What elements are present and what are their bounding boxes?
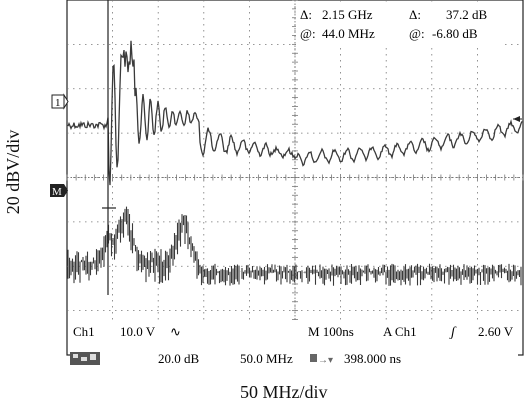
math-marker[interactable]: M: [50, 184, 68, 198]
volts-per-div: 10.0 V: [120, 324, 156, 339]
trigger-source: A Ch1: [383, 324, 417, 339]
coupling-icon: ∿: [170, 324, 181, 339]
fft-spectrum-trace: [67, 206, 522, 286]
cursor-time-icon: →▾: [310, 354, 333, 366]
svg-text:Δ:: Δ:: [300, 7, 312, 22]
svg-text:2.15 GHz: 2.15 GHz: [322, 7, 373, 22]
math-span: 50.0 MHz: [240, 351, 293, 366]
svg-text:→▾: →▾: [318, 355, 333, 366]
cursor-readout: Δ: 2.15 GHz Δ: 37.2 dB @: 44.0 MHz @: -6…: [296, 2, 504, 46]
math-icon: [70, 352, 100, 365]
channel1-marker[interactable]: 1: [51, 93, 69, 110]
timebase-readout: M 100ns: [308, 324, 354, 339]
svg-text:@:: @:: [409, 26, 425, 41]
math-scale: 20.0 dB: [158, 351, 200, 366]
x-axis-label: 50 MHz/div: [240, 382, 328, 402]
svg-text:-6.80 dB: -6.80 dB: [432, 26, 478, 41]
svg-text:37.2 dB: 37.2 dB: [446, 7, 488, 22]
trigger-slope-icon: ʃ: [449, 325, 457, 340]
svg-text:Δ:: Δ:: [409, 7, 421, 22]
cursor-time: 398.000 ns: [344, 351, 401, 366]
svg-text:1: 1: [55, 97, 61, 109]
y-axis-label: 20 dBV/div: [3, 129, 23, 215]
trigger-level: 2.60 V: [478, 324, 514, 339]
svg-text:M: M: [52, 186, 62, 198]
graticule-grid: [66, 0, 524, 356]
channel-label: Ch1: [73, 324, 95, 339]
svg-text:@:: @:: [300, 26, 316, 41]
svg-text:44.0 MHz: 44.0 MHz: [322, 26, 375, 41]
time-domain-trace: [67, 40, 523, 186]
status-bar: Ch1 10.0 V ∿ M 100ns A Ch1 ʃ 2.60 V 20.0…: [70, 320, 518, 366]
